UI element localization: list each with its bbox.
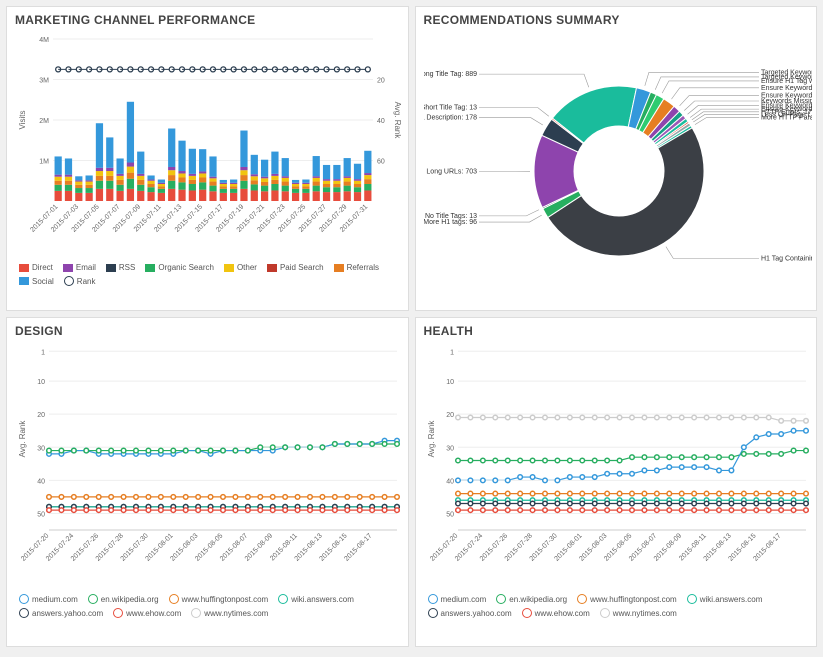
- svg-text:1M: 1M: [39, 159, 49, 166]
- legend-item: www.ehow.com: [522, 608, 590, 618]
- donut-chart: Long Title Tag: 889Targeted Keywords Mis…: [424, 31, 812, 309]
- svg-text:20: 20: [446, 412, 454, 419]
- legend-item: wiki.answers.com: [687, 594, 763, 604]
- svg-text:20: 20: [377, 78, 385, 85]
- health-title: HEALTH: [424, 324, 809, 338]
- svg-text:Long URLs: 703: Long URLs: 703: [426, 168, 477, 175]
- svg-text:10: 10: [446, 379, 454, 386]
- svg-text:Short Title Tag: 13: Short Title Tag: 13: [424, 105, 477, 112]
- svg-text:2M: 2M: [39, 118, 49, 125]
- svg-text:30: 30: [446, 445, 454, 452]
- design-legend: medium.com en.wikipedia.org www.huffington…: [15, 592, 400, 620]
- legend-item: www.huffingtonpost.com: [577, 594, 677, 604]
- svg-text:50: 50: [37, 511, 45, 518]
- marketing-panel: MARKETING CHANNEL PERFORMANCE 1M 2M 3M 4M 20…: [6, 6, 409, 311]
- design-title: DESIGN: [15, 324, 400, 338]
- svg-text:20: 20: [37, 412, 45, 419]
- marketing-title: MARKETING CHANNEL PERFORMANCE: [15, 13, 400, 27]
- svg-text:Avg. Rank: Avg. Rank: [427, 420, 436, 458]
- svg-text:Avg. Rank: Avg. Rank: [18, 420, 27, 458]
- legend-item: Other: [224, 263, 257, 272]
- health-chart: 11020304050Avg. Rank2015-07-202015-07-24…: [424, 342, 812, 592]
- legend-item: en.wikipedia.org: [88, 594, 159, 604]
- legend-item: www.nytimes.com: [191, 608, 268, 618]
- svg-text:Ensure Keywords in H2: Ensure Keywords in H2: [761, 85, 812, 92]
- recommendations-panel: RECOMMENDATIONS SUMMARY Long Title Tag: …: [415, 6, 818, 311]
- svg-text:Visits: Visits: [18, 111, 27, 130]
- svg-text:40: 40: [446, 478, 454, 485]
- svg-text:Avg. Rank: Avg. Rank: [393, 102, 402, 140]
- svg-text:More H1 tags: 96: More H1 tags: 96: [424, 219, 477, 226]
- svg-text:4M: 4M: [39, 37, 49, 44]
- legend-item: Referrals: [334, 263, 379, 272]
- design-chart: 11020304050Avg. Rank2015-07-202015-07-24…: [15, 342, 403, 592]
- legend-item: Rank: [64, 276, 96, 286]
- svg-text:30: 30: [37, 445, 45, 452]
- svg-text:H1 Tag Containing only Text: 2: H1 Tag Containing only Text: 2486: [761, 256, 812, 263]
- legend-item: answers.yahoo.com: [19, 608, 103, 618]
- legend-item: Paid Search: [267, 263, 324, 272]
- legend-item: wiki.answers.com: [278, 594, 354, 604]
- svg-text:3M: 3M: [39, 78, 49, 85]
- legend-item: medium.com: [19, 594, 78, 604]
- svg-text:40: 40: [37, 478, 45, 485]
- legend-item: answers.yahoo.com: [428, 608, 512, 618]
- health-panel: HEALTH 11020304050Avg. Rank2015-07-20201…: [415, 317, 818, 647]
- legend-item: Direct: [19, 263, 53, 272]
- svg-text:40: 40: [377, 118, 385, 125]
- legend-item: www.huffingtonpost.com: [169, 594, 269, 604]
- legend-item: Organic Search: [145, 263, 214, 272]
- svg-text:More HTTP Param: More HTTP Param: [761, 114, 812, 121]
- svg-text:60: 60: [377, 159, 385, 166]
- legend-item: Social: [19, 276, 54, 286]
- svg-text:No Title Tags: 13: No Title Tags: 13: [424, 213, 476, 220]
- marketing-chart: 1M2M3M4M204060VisitsAvg. Rank2015-07-012…: [15, 31, 403, 261]
- legend-item: www.nytimes.com: [600, 608, 677, 618]
- design-panel: DESIGN 11020304050Avg. Rank2015-07-20201…: [6, 317, 409, 647]
- svg-text:1: 1: [450, 349, 454, 356]
- recommendations-title: RECOMMENDATIONS SUMMARY: [424, 13, 809, 27]
- legend-item: medium.com: [428, 594, 487, 604]
- legend-item: Email: [63, 263, 96, 272]
- svg-text:Long Title Tag: 889: Long Title Tag: 889: [424, 71, 477, 78]
- legend-item: RSS: [106, 263, 135, 272]
- svg-text:50: 50: [446, 511, 454, 518]
- svg-text:10: 10: [37, 379, 45, 386]
- legend-item: www.ehow.com: [113, 608, 181, 618]
- health-legend: medium.com en.wikipedia.org www.huffington…: [424, 592, 809, 620]
- svg-text:ta Description: 178: ta Description: 178: [424, 115, 477, 122]
- svg-text:1: 1: [41, 349, 45, 356]
- marketing-legend: Direct Email RSS Organic Search Other Paid Se…: [15, 261, 400, 288]
- legend-item: en.wikipedia.org: [496, 594, 567, 604]
